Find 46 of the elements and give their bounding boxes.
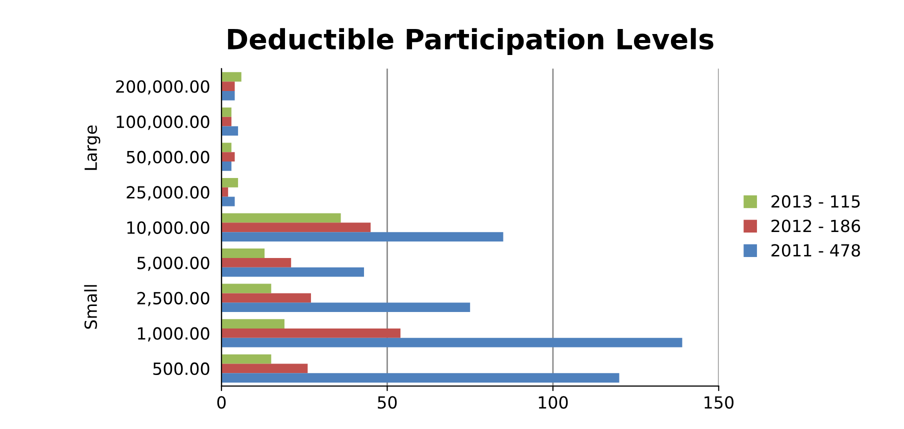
bar	[221, 162, 232, 171]
y-tick-label: 5,000.00	[137, 256, 210, 271]
x-tick-label: 50	[378, 396, 397, 409]
y-tick-label: 10,000.00	[127, 221, 210, 236]
x-tick-label: 150	[704, 396, 734, 409]
bar	[221, 196, 235, 206]
bar	[221, 293, 311, 303]
y-tick-label: 1,000.00	[138, 327, 210, 342]
bar	[221, 319, 284, 328]
bar	[221, 258, 292, 268]
y-tick-label: 25,000.00	[126, 186, 210, 200]
y-tick-label: 500.00	[153, 362, 210, 376]
bar	[221, 116, 232, 126]
bar	[221, 328, 400, 338]
bar	[221, 284, 272, 294]
bar	[221, 232, 504, 242]
bar	[221, 72, 242, 82]
bar	[221, 364, 308, 374]
bar	[221, 142, 232, 152]
bar	[221, 178, 238, 188]
chart-title: Deductible Participation Levels	[228, 28, 714, 55]
x-tick-label: 100	[538, 396, 568, 409]
legend-label: 2013 - 115	[772, 195, 860, 208]
y-tick-label: 50,000.00	[126, 150, 210, 166]
legend-label: 2011 - 478	[772, 244, 860, 257]
text: Large	[84, 125, 100, 170]
bar	[221, 107, 232, 117]
bar	[221, 302, 470, 312]
bar	[221, 152, 235, 162]
y-tick-label: 2,500.00	[137, 292, 210, 306]
bar	[221, 82, 235, 91]
y-tick-label: 100,000.00	[116, 116, 210, 130]
bar	[221, 213, 341, 223]
bar	[221, 222, 371, 232]
bar	[221, 267, 364, 277]
bar	[221, 338, 682, 348]
x-tick-label: 0	[217, 396, 226, 409]
legend-label: 2012 - 186	[772, 220, 860, 232]
bar	[221, 373, 620, 383]
bar	[221, 90, 235, 100]
bar	[221, 187, 228, 197]
y-tick-label: 200,000.00	[116, 80, 210, 95]
bar	[221, 248, 265, 258]
bar	[221, 126, 238, 136]
bar	[221, 354, 272, 364]
text: Small	[84, 285, 98, 329]
